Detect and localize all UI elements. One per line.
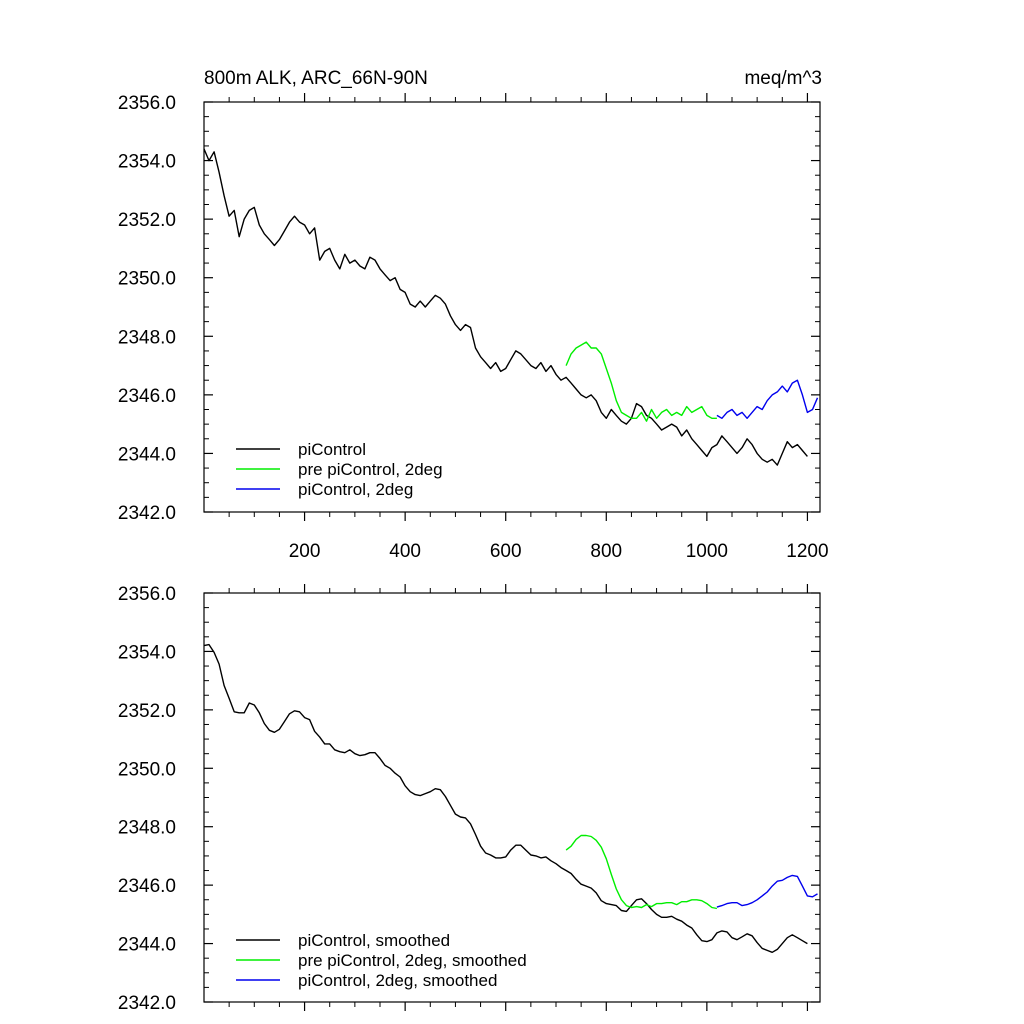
series-line-pre-picontrol-2deg [565, 341, 717, 422]
y-tick-label: 2352.0 [118, 701, 176, 722]
y-tick-label: 2346.0 [118, 386, 176, 407]
series-line-picontrol-2deg-smoothed [716, 874, 818, 908]
y-tick-label: 2342.0 [118, 503, 176, 524]
panel-top: 200 400 600 800 1000 1200 2342.0 2344.0 2346.0 23… [118, 93, 829, 562]
y-tick-label: 2354.0 [118, 642, 176, 663]
x-tick-label: 800 [590, 541, 622, 562]
y-tick-label: 2354.0 [118, 152, 176, 173]
legend-label: piControl, 2deg [298, 480, 413, 499]
series-line-picontrol-2deg [716, 379, 819, 419]
x-tick-label: 200 [289, 541, 321, 562]
y-tick-label: 2344.0 [118, 935, 176, 956]
series-line-picontrol [203, 148, 808, 466]
chart-title: 800m ALK, ARC_66N-90N [204, 68, 428, 89]
x-tick-label: 400 [389, 541, 421, 562]
x-tick-label: 600 [490, 541, 522, 562]
legend-label: piControl, 2deg, smoothed [298, 971, 497, 990]
y-tick-label: 2350.0 [118, 759, 176, 780]
legend-label: pre piControl, 2deg, smoothed [298, 951, 527, 970]
x-tick-label: 1000 [686, 541, 728, 562]
y-tick-label: 2348.0 [118, 327, 176, 348]
x-tick-label: 1200 [786, 541, 828, 562]
series-line-picontrol-smoothed [203, 643, 808, 953]
plot-frame [203, 101, 821, 513]
y-tick-label: 2348.0 [118, 818, 176, 839]
y-tick-label: 2356.0 [118, 93, 176, 114]
y-tick-label: 2352.0 [118, 210, 176, 231]
legend-label: pre piControl, 2deg [298, 460, 443, 479]
y-tick-label: 2346.0 [118, 876, 176, 897]
plot-frame [203, 592, 821, 1003]
y-tick-label: 2342.0 [118, 993, 176, 1014]
y-tick-label: 2350.0 [118, 269, 176, 290]
panel-bottom: 2342.0 2344.0 2346.0 2348.0 2350.0 2352.0 2354… [118, 584, 821, 1014]
legend-label: piControl, smoothed [298, 931, 450, 950]
legend-label: piControl [298, 440, 366, 459]
y-tick-label: 2344.0 [118, 444, 176, 465]
y-tick-label: 2356.0 [118, 584, 176, 605]
chart-units: meq/m^3 [744, 68, 822, 89]
series-line-pre-picontrol-2deg-smoothed [565, 834, 718, 910]
